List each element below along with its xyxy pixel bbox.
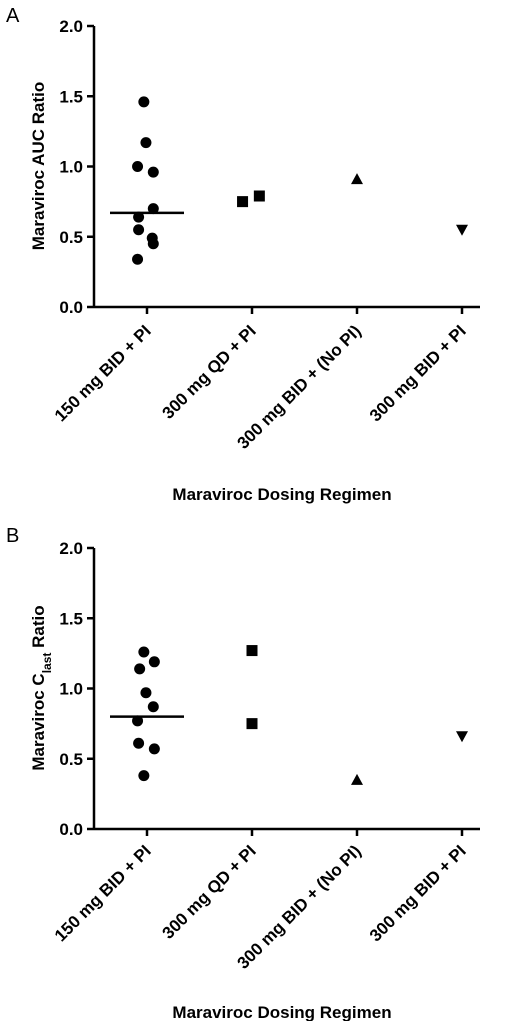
data-point-circle: [140, 687, 152, 699]
y-tick-label: 2.0: [59, 17, 83, 36]
data-point-square: [237, 196, 249, 208]
y-axis-title-suffix: Ratio: [29, 605, 48, 652]
y-tick-label: 0.5: [59, 228, 83, 247]
data-point-circle: [147, 203, 159, 215]
data-point-circle: [148, 656, 160, 668]
y-axis-title-main: Maraviroc C: [29, 673, 48, 770]
data-point-circle: [133, 224, 145, 236]
data-point-circle: [133, 737, 145, 749]
data-point-circle: [138, 96, 150, 108]
data-point-circle: [148, 743, 160, 755]
data-point-square: [253, 190, 265, 202]
data-point-triangle-up: [351, 773, 363, 785]
y-axis-title: Maraviroc Clast Ratio: [29, 605, 54, 770]
data-point-triangle-down: [456, 731, 468, 743]
panel-letter-b: B: [6, 525, 19, 547]
x-axis-title: Maraviroc Dosing Regimen: [172, 1003, 391, 1021]
data-point-circle: [133, 211, 145, 223]
y-tick-label: 0.0: [59, 820, 83, 839]
data-point-circle: [147, 238, 159, 250]
data-point-circle: [147, 701, 159, 713]
panel-letter-a: A: [6, 5, 20, 27]
x-tick-label: 150 mg BID + PI: [51, 841, 155, 945]
data-point-triangle-up: [351, 173, 363, 185]
y-tick-label: 2.0: [59, 539, 83, 558]
x-tick-label: 300 mg QD + PI: [159, 841, 260, 942]
data-point-square: [246, 645, 258, 657]
y-tick-label: 1.5: [59, 87, 83, 106]
y-tick-label: 1.0: [59, 680, 83, 699]
data-point-circle: [140, 137, 152, 149]
x-tick-label: 300 mg BID + PI: [366, 321, 470, 425]
data-point-square: [246, 718, 258, 730]
y-axis-title: Maraviroc AUC Ratio: [29, 82, 48, 250]
x-tick-label: 300 mg QD + PI: [159, 321, 260, 422]
x-tick-label: 150 mg BID + PI: [51, 321, 155, 425]
data-point-circle: [132, 715, 144, 727]
y-tick-label: 0.5: [59, 750, 83, 769]
y-axis-title-text: Maraviroc AUC Ratio: [29, 82, 48, 250]
data-point-circle: [147, 166, 159, 178]
x-axis-title: Maraviroc Dosing Regimen: [172, 485, 391, 504]
y-axis-title-subscript: last: [40, 653, 54, 674]
data-point-triangle-down: [456, 224, 468, 236]
data-point-circle: [132, 161, 144, 172]
x-tick-label: 300 mg BID + PI: [366, 841, 470, 945]
data-point-circle: [134, 663, 146, 675]
y-tick-label: 0.0: [59, 298, 83, 317]
y-tick-label: 1.5: [59, 609, 83, 628]
y-tick-label: 1.0: [59, 158, 83, 177]
data-point-circle: [138, 770, 150, 782]
panel-b: B Maraviroc Clast Ratio Maraviroc Dosing…: [6, 525, 480, 1021]
data-point-circle: [138, 646, 150, 658]
panel-a: A Maraviroc AUC Ratio Maraviroc Dosing R…: [6, 5, 480, 504]
data-point-circle: [132, 253, 144, 265]
